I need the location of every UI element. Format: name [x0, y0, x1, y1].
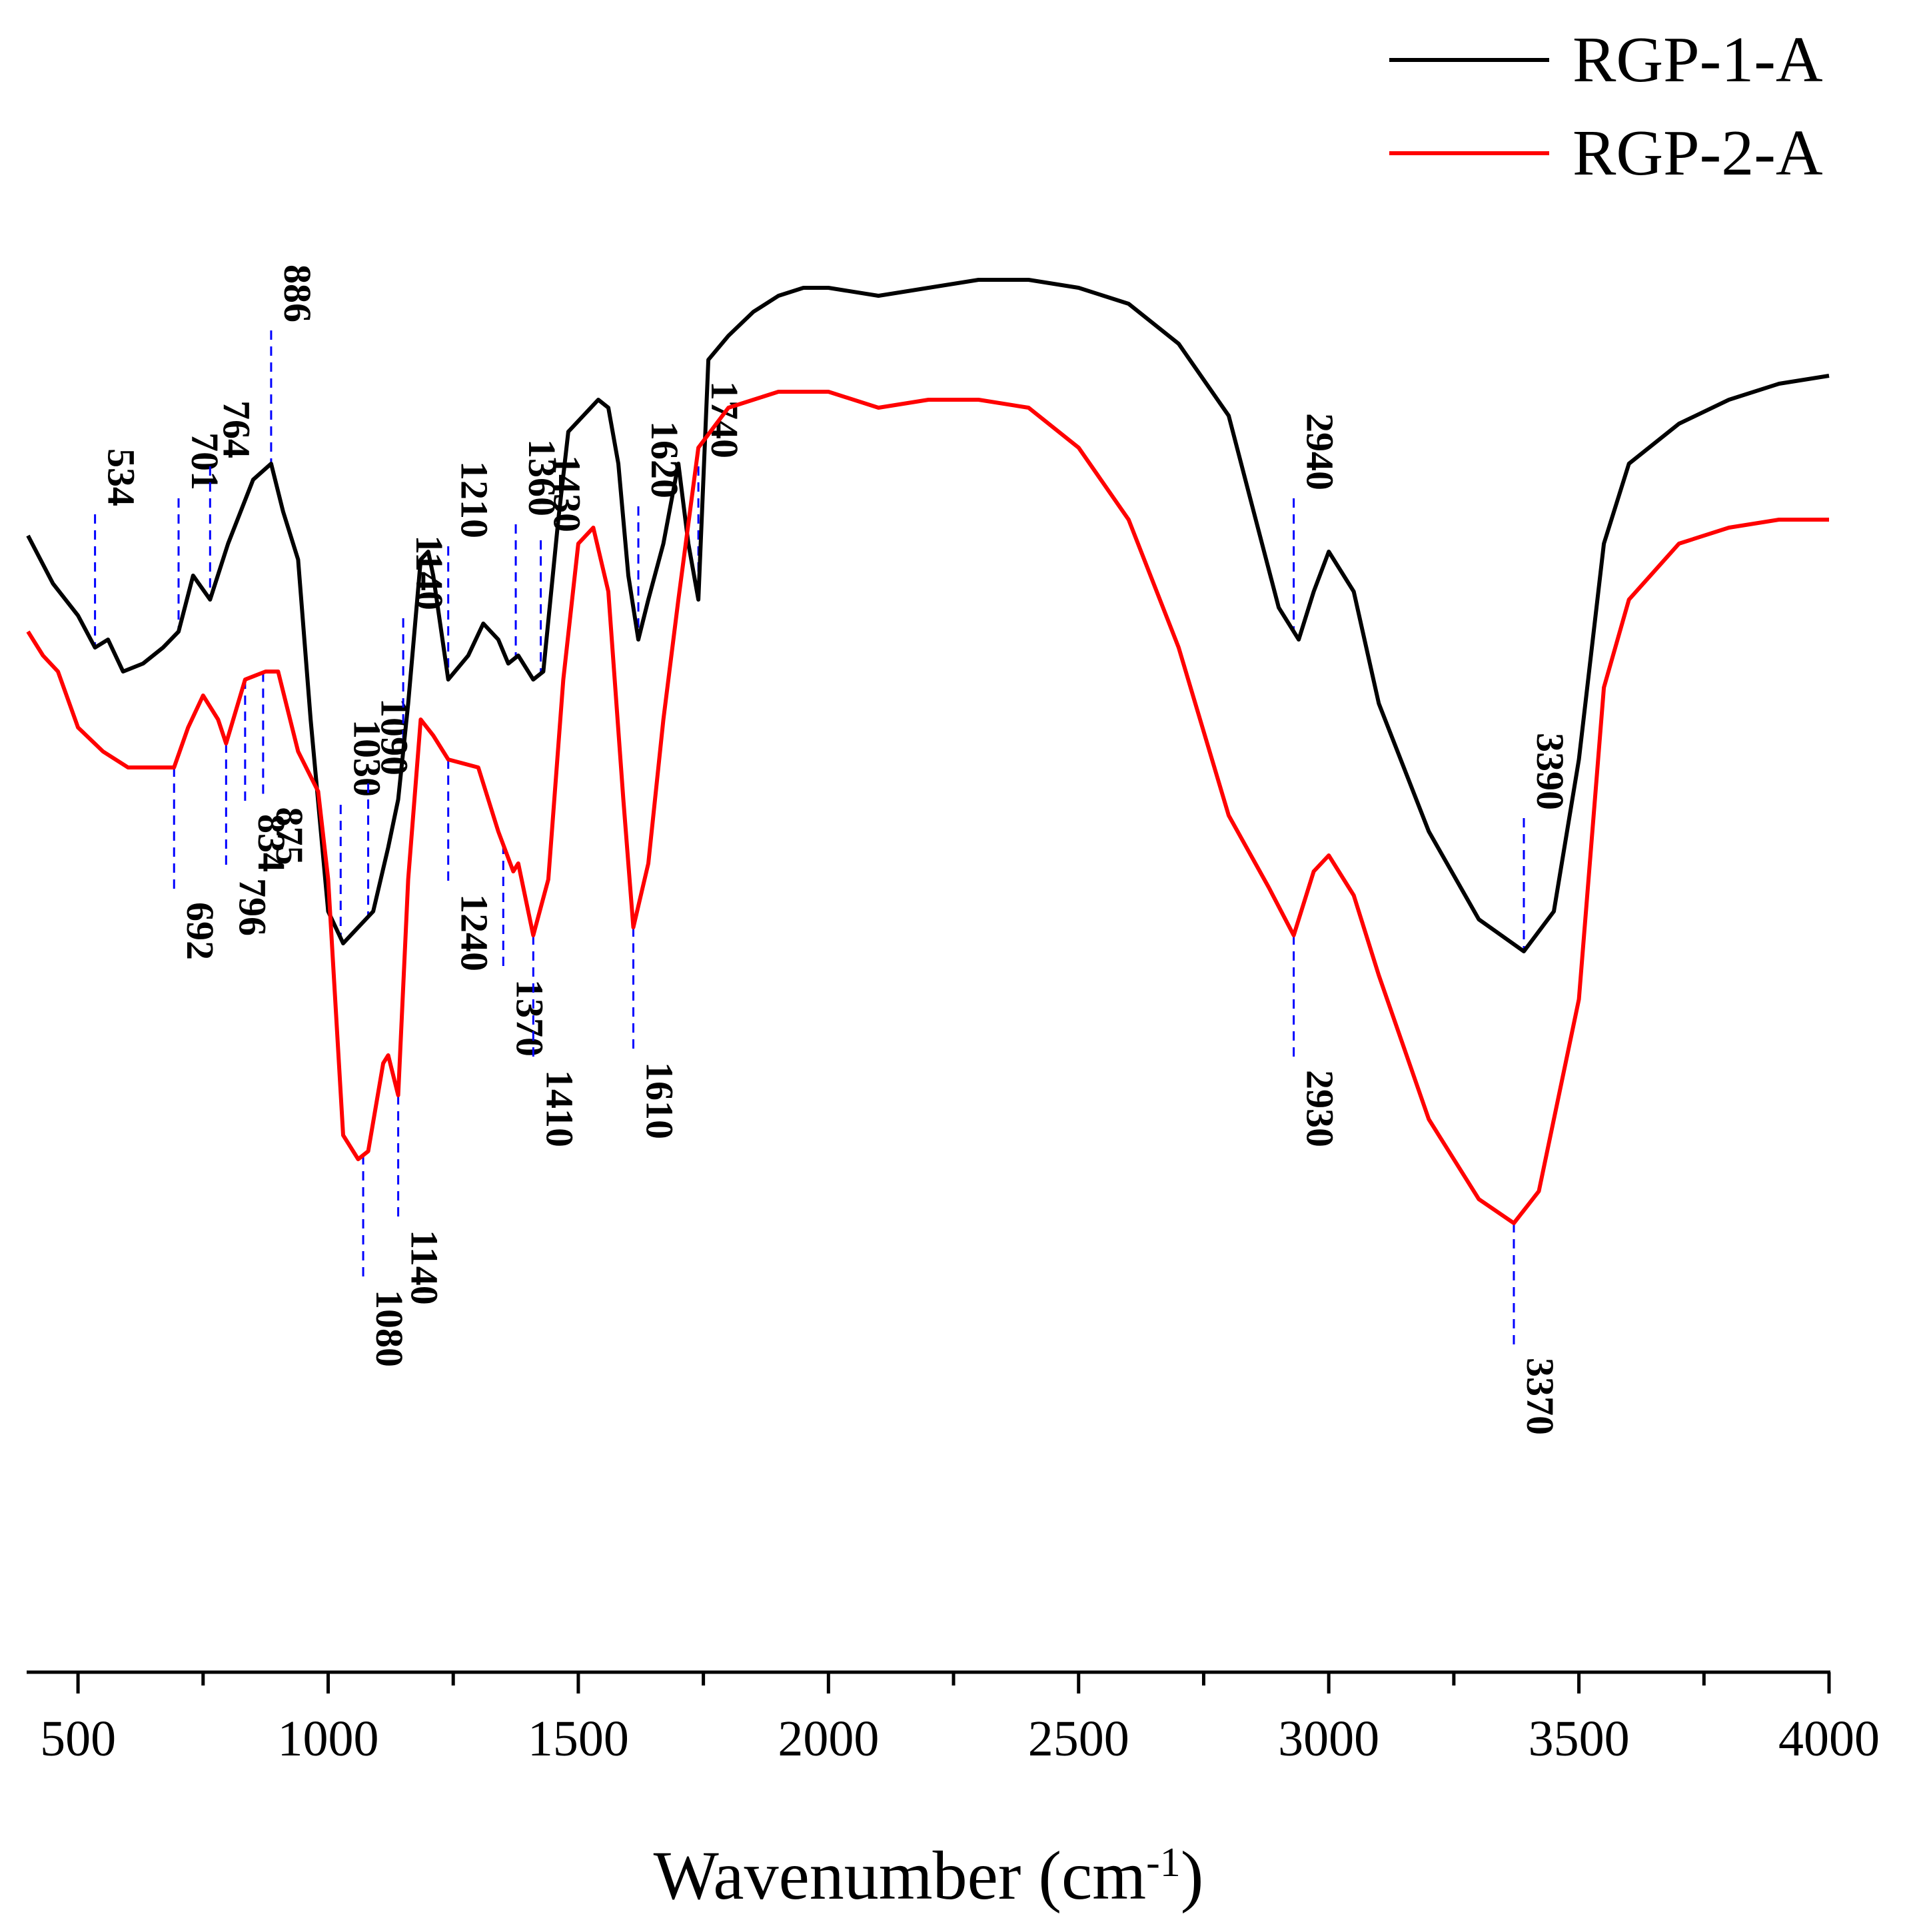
peak-label-2940: 2940 [1299, 413, 1342, 490]
x-tick-label-2500: 2500 [1028, 1711, 1129, 1767]
peak-label-1140: 1140 [403, 1230, 446, 1305]
series-lines [26, 278, 1830, 1225]
series-line-rgp-2-a [26, 390, 1829, 1225]
peak-label-3390: 3390 [1529, 733, 1572, 810]
peak-label-1210: 1210 [453, 461, 496, 538]
peak-label-692: 692 [179, 902, 222, 960]
peak-label-834: 834 [250, 814, 293, 872]
peak-label-1030: 1030 [345, 720, 388, 797]
peak-label-1360: 1360 [520, 439, 564, 516]
x-tick-label-1000: 1000 [278, 1711, 379, 1767]
peak-label-1080: 1080 [368, 1290, 411, 1367]
peak-label-1140: 1140 [408, 535, 451, 610]
x-axis-title-main: Wavenumber (cm [654, 1837, 1147, 1914]
peak-label-701: 701 [183, 432, 227, 490]
x-axis-title-superscript: -1 [1146, 1840, 1181, 1885]
legend-label-rgp-1-a: RGP-1-A [1573, 24, 1823, 96]
peak-label-1430: 1430 [546, 455, 589, 532]
x-tick-label-1500: 1500 [528, 1711, 629, 1767]
peak-label-1410: 1410 [538, 1070, 581, 1147]
x-axis-ticks: 500 1000 1500 2000 2500 3000 3500 4000 [40, 1672, 1880, 1767]
peak-label-886: 886 [276, 264, 319, 322]
x-axis-title: Wavenumber (cm-1) [654, 1837, 1204, 1914]
x-tick-label-4000: 4000 [1778, 1711, 1880, 1767]
peak-label-1090: 1090 [373, 698, 416, 775]
peak-label-2930: 2930 [1299, 1070, 1342, 1147]
peak-label-875: 875 [268, 807, 311, 865]
legend-label-rgp-2-a: RGP-2-A [1573, 117, 1823, 189]
peak-label-1240: 1240 [453, 894, 496, 971]
peak-label-1370: 1370 [508, 979, 551, 1057]
peak-label-1740: 1740 [703, 381, 746, 458]
x-axis-title-close: ) [1181, 1837, 1204, 1914]
x-tick-label-500: 500 [40, 1711, 116, 1767]
x-tick-label-3000: 3000 [1278, 1711, 1379, 1767]
legend: RGP-1-A RGP-2-A [1389, 24, 1823, 189]
x-tick-label-2000: 2000 [778, 1711, 879, 1767]
peak-label-764: 764 [215, 400, 258, 458]
x-tick-label-3500: 3500 [1529, 1711, 1630, 1767]
peak-label-3370: 3370 [1519, 1358, 1562, 1435]
series-line-rgp-1-a [26, 278, 1830, 953]
peak-label-534: 534 [100, 448, 143, 506]
peak-label-796: 796 [231, 878, 274, 936]
peak-label-1610: 1610 [638, 1062, 682, 1139]
